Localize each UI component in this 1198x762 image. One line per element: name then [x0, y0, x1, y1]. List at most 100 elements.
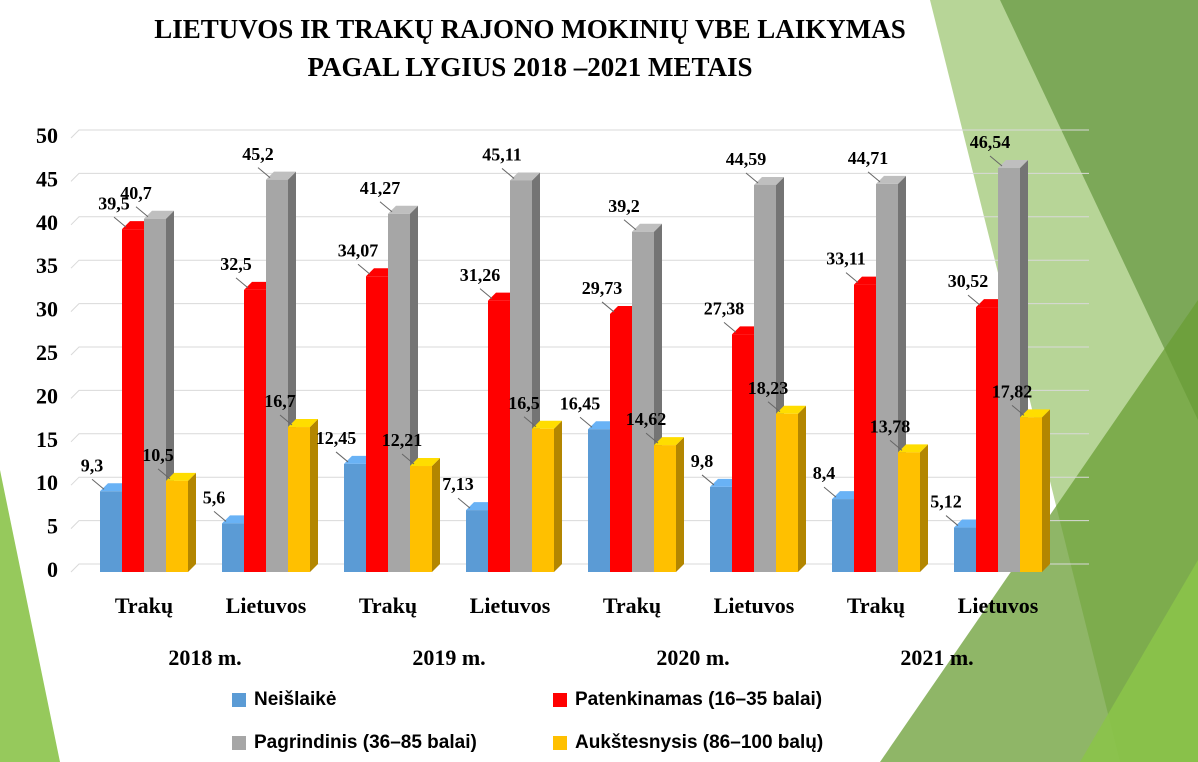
group-label: 2019 m.: [412, 645, 485, 670]
bar: [898, 452, 920, 572]
bar-side: [798, 406, 806, 572]
bar-side: [676, 437, 684, 572]
bar: [288, 427, 310, 572]
grid-line: [71, 130, 1089, 138]
bar: [610, 314, 632, 572]
y-tick-label: 15: [36, 427, 58, 452]
value-label: 9,3: [81, 455, 104, 475]
legend-swatch: [232, 693, 246, 707]
y-tick-label: 20: [36, 383, 58, 408]
value-label: 39,2: [608, 196, 640, 216]
chart: LIETUVOS IR TRAKŲ RAJONO MOKINIŲ VBE LAI…: [0, 0, 1198, 762]
x-tick-label: Trakų: [603, 593, 661, 618]
bar: [466, 510, 488, 572]
leader-line: [724, 322, 736, 332]
bar: [588, 429, 610, 572]
leader-line: [258, 168, 270, 178]
bar: [166, 481, 188, 572]
grid-line: [71, 434, 1089, 442]
leader-line: [624, 220, 636, 230]
group-label: 2020 m.: [656, 645, 729, 670]
bar-side: [432, 458, 440, 572]
bar-side: [1042, 409, 1050, 572]
value-label: 45,11: [482, 145, 522, 165]
legend-swatch: [232, 736, 246, 750]
value-label: 44,59: [726, 149, 767, 169]
x-tick-label: Trakų: [359, 593, 417, 618]
bar: [632, 232, 654, 572]
value-label: 40,7: [120, 183, 152, 203]
y-tick-label: 45: [36, 166, 58, 191]
value-label: 29,73: [582, 278, 623, 298]
legend-label: Pagrindinis (36–85 balai): [254, 732, 477, 753]
bar: [954, 528, 976, 572]
bar: [1020, 417, 1042, 572]
value-label: 34,07: [338, 240, 379, 260]
leader-line: [846, 273, 858, 283]
bar: [488, 301, 510, 572]
x-tick-label: Trakų: [115, 593, 173, 618]
value-label: 45,2: [242, 144, 274, 164]
x-tick-label: Lietuvos: [958, 593, 1039, 618]
value-label: 27,38: [704, 298, 745, 318]
legend-swatch: [553, 736, 567, 750]
value-label: 5,12: [930, 492, 962, 512]
value-label: 13,78: [870, 417, 911, 437]
value-label: 41,27: [360, 178, 401, 198]
value-label: 9,8: [691, 451, 714, 471]
value-label: 44,71: [848, 148, 889, 168]
bar: [244, 290, 266, 572]
chart-title: PAGAL LYGIUS 2018 –2021 METAIS: [307, 52, 752, 82]
group-label: 2018 m.: [168, 645, 241, 670]
bar: [532, 429, 554, 572]
bar: [144, 219, 166, 572]
leader-line: [458, 498, 470, 508]
x-tick-label: Lietuvos: [226, 593, 307, 618]
value-label: 8,4: [813, 463, 836, 483]
bar: [998, 168, 1020, 572]
bar: [388, 214, 410, 572]
y-tick-label: 40: [36, 210, 58, 235]
leader-line: [214, 511, 226, 521]
legend-label: Neišlaikė: [254, 689, 336, 710]
bar: [222, 523, 244, 572]
legend-label: Aukštesnysis (86–100 balų): [575, 732, 823, 753]
value-label: 16,45: [560, 393, 601, 413]
bar: [410, 466, 432, 572]
value-label: 18,23: [748, 378, 789, 398]
bar: [976, 307, 998, 572]
legend-label: Patenkinamas (16–35 balai): [575, 689, 822, 710]
value-label: 14,62: [626, 409, 667, 429]
bar: [266, 180, 288, 572]
y-tick-label: 0: [47, 557, 58, 582]
bar-side: [554, 421, 562, 572]
bar: [100, 491, 122, 572]
leader-line: [480, 289, 492, 299]
value-label: 30,52: [948, 271, 989, 291]
leader-line: [236, 278, 248, 288]
leader-line: [824, 487, 836, 497]
bar: [122, 229, 144, 572]
value-label: 31,26: [460, 265, 501, 285]
value-label: 16,5: [508, 393, 540, 413]
grid-line: [71, 477, 1089, 485]
legend-swatch: [553, 693, 567, 707]
y-tick-label: 35: [36, 253, 58, 278]
bar: [344, 464, 366, 572]
value-label: 12,21: [382, 430, 423, 450]
bar: [832, 499, 854, 572]
leader-line: [580, 417, 592, 427]
chart-title: LIETUVOS IR TRAKŲ RAJONO MOKINIŲ VBE LAI…: [154, 14, 906, 44]
value-label: 17,82: [992, 381, 1033, 401]
group-label: 2021 m.: [900, 645, 973, 670]
bar: [876, 184, 898, 572]
y-tick-label: 10: [36, 470, 58, 495]
leader-line: [136, 207, 148, 217]
leader-line: [702, 475, 714, 485]
bar: [710, 487, 732, 572]
bar-side: [188, 473, 196, 572]
value-label: 16,7: [264, 391, 296, 411]
leader-line: [380, 202, 392, 212]
value-label: 12,45: [316, 428, 357, 448]
y-tick-label: 30: [36, 297, 58, 322]
